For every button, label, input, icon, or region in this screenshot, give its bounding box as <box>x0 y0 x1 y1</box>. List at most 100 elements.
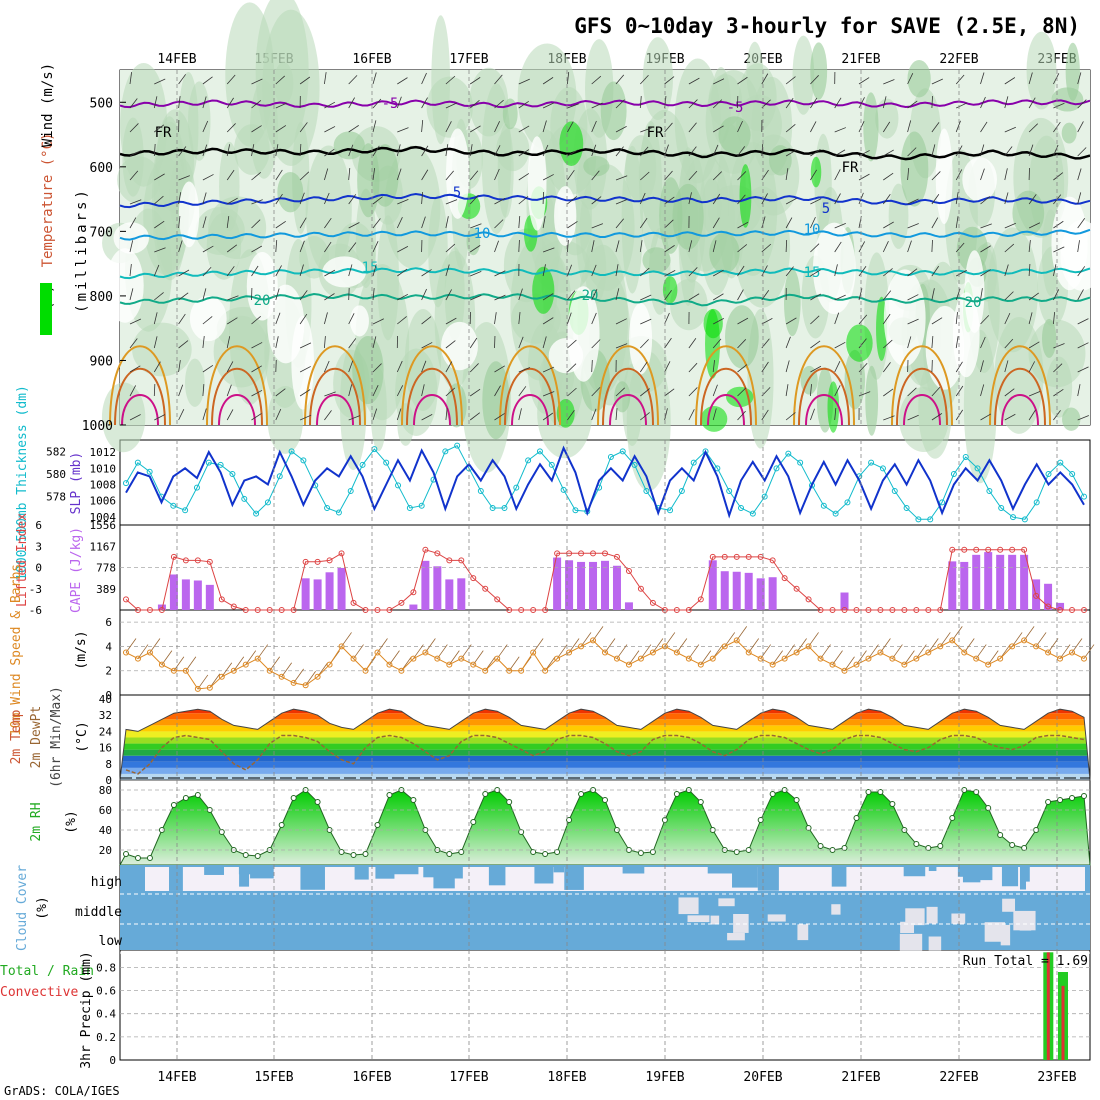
wind-barb <box>324 168 329 181</box>
lifted-index-point <box>410 589 417 596</box>
wind-barb <box>980 413 992 421</box>
lifted-index-point <box>853 607 860 613</box>
wind-barb <box>810 216 816 229</box>
wind-barb <box>299 217 307 229</box>
wind-barb <box>202 174 214 181</box>
wind-barb <box>348 168 351 181</box>
wind-speed-point <box>242 661 249 668</box>
wind-speed-point <box>1081 655 1087 662</box>
cloud-unit-label: (%) <box>35 896 50 919</box>
rh-point <box>482 791 489 797</box>
axis-tick: 32 <box>99 709 112 722</box>
cape-bar <box>996 554 1005 610</box>
wind-barb <box>518 386 527 397</box>
lifted-index-point <box>314 558 321 565</box>
wind-barb <box>712 193 721 205</box>
wind-barb <box>883 79 895 85</box>
axis-tick: 20 <box>99 844 112 857</box>
rh-point <box>386 792 393 798</box>
footer-label: GrADS: COLA/IGES <box>4 1084 120 1098</box>
wind-speed-point <box>542 667 549 674</box>
wind-speed-point <box>745 649 752 656</box>
wind-barb <box>640 388 650 397</box>
wind-barb <box>567 72 570 85</box>
wind-barb <box>955 192 959 205</box>
wind-barb <box>664 361 671 373</box>
wind-barb <box>275 125 287 133</box>
cloud-high-patch <box>957 867 982 877</box>
wind-barb <box>785 149 797 157</box>
rh-point <box>123 851 129 857</box>
lifted-index-point <box>134 607 141 613</box>
wind-speed-point <box>673 649 680 656</box>
temp-arch <box>609 394 647 426</box>
wind-speed-point <box>769 661 776 668</box>
wind-barb <box>518 100 529 109</box>
rh-point <box>913 841 920 847</box>
lifted-index-point <box>146 607 153 613</box>
wind-barb <box>955 312 958 325</box>
wind-barb <box>469 170 479 181</box>
wind-barb <box>324 72 327 85</box>
cloud-clear-patch <box>984 922 1005 942</box>
lifted-index-point <box>985 546 992 553</box>
wind-barb <box>664 408 668 421</box>
wind-barb <box>372 363 382 373</box>
wind-barb <box>202 384 205 397</box>
wind-barb <box>907 414 919 421</box>
wind-barb <box>883 149 894 157</box>
wind-speed-point <box>625 661 632 668</box>
temp-band <box>120 755 1090 762</box>
thickness-point <box>749 510 756 517</box>
wind-barb <box>639 96 642 109</box>
wind-barb <box>931 317 943 325</box>
wind-barb <box>882 121 891 133</box>
rh-point <box>1021 845 1028 851</box>
lifted-index-point <box>170 553 177 560</box>
lifted-index-point <box>889 607 896 613</box>
cape-bar <box>720 571 729 610</box>
wind-barb <box>470 271 482 277</box>
thickness-point <box>170 502 177 509</box>
wind-barb <box>640 318 652 325</box>
wind-barb <box>640 412 650 421</box>
thickness-point <box>1069 471 1076 477</box>
cloud-high-patch <box>564 867 584 890</box>
wind-barb <box>421 414 433 421</box>
wind-barb <box>275 336 279 349</box>
axis-tick: 2 <box>105 665 112 678</box>
wind-barb <box>396 385 404 397</box>
thickness-point <box>619 448 626 455</box>
rh-point <box>542 851 549 857</box>
wind-speed-point <box>973 655 980 662</box>
cloud-clear-patch <box>1002 898 1016 912</box>
thickness-point <box>844 499 851 506</box>
thickness-point <box>123 480 129 487</box>
wind-speed-point <box>386 661 393 668</box>
wind-barb <box>810 408 815 421</box>
wind-barb <box>737 221 749 229</box>
wind-barb <box>154 173 165 181</box>
wind-barb <box>810 243 820 253</box>
wind-barb <box>494 365 505 373</box>
wind-barb <box>178 313 186 325</box>
rh-dry <box>883 269 926 367</box>
wind-barb <box>445 75 456 85</box>
wind-barb <box>712 408 717 421</box>
rh-dry <box>322 256 367 288</box>
isotherm-label: 5 <box>822 201 830 217</box>
wind-barb <box>834 385 841 397</box>
wind-barb <box>129 385 137 397</box>
wind-barb <box>1077 147 1087 157</box>
wind-barb <box>858 362 868 373</box>
wind-barb <box>202 76 213 85</box>
wind-barb <box>153 96 158 109</box>
isotherm-label: 15 <box>362 260 379 276</box>
wind-barb <box>591 264 597 277</box>
wind-barb <box>591 289 598 301</box>
axis-tick: 3 <box>35 540 42 553</box>
run-total-label: Run Total = 1.69 <box>963 954 1088 969</box>
lifted-index-point <box>877 607 884 613</box>
thickness-point <box>335 509 342 516</box>
wind-speed-point <box>230 667 237 674</box>
